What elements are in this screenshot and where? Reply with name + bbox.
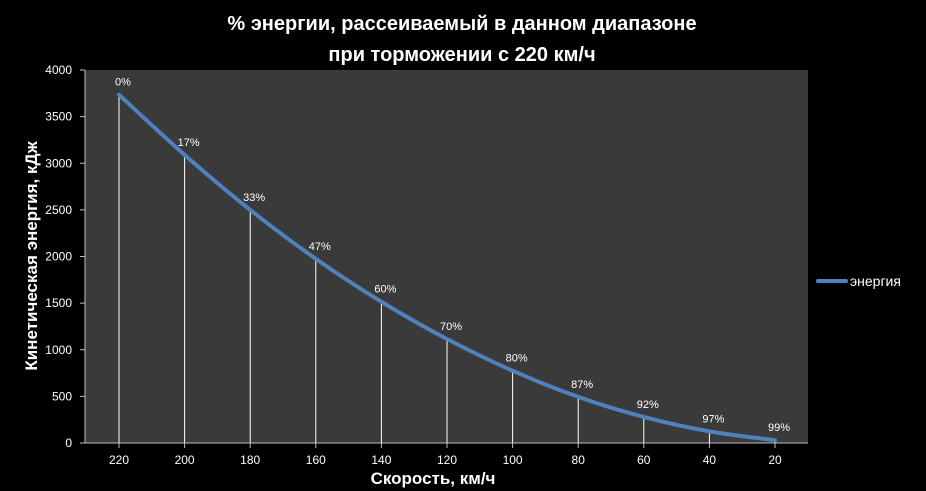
y-tick-label: 3500 bbox=[45, 110, 72, 124]
data-label: 97% bbox=[702, 413, 724, 425]
x-tick-label: 80 bbox=[572, 453, 586, 467]
x-tick-label: 120 bbox=[437, 453, 457, 467]
y-tick-label: 500 bbox=[52, 389, 72, 403]
data-label: 70% bbox=[440, 321, 462, 333]
y-tick-label: 1000 bbox=[45, 343, 72, 357]
x-axis-title: Скорость, км/ч bbox=[371, 469, 496, 488]
legend: энергия bbox=[816, 273, 901, 289]
data-label: 60% bbox=[374, 284, 396, 296]
y-tick-label: 1500 bbox=[45, 296, 72, 310]
x-axis-ticks: 220 200 180 160 140 120 100 80 60 40 20 bbox=[109, 443, 782, 467]
y-axis-ticks: 0 500 1000 1500 2000 2500 3000 3500 4000 bbox=[45, 63, 85, 450]
drop-lines bbox=[118, 94, 776, 443]
data-label: 17% bbox=[178, 137, 200, 149]
legend-label: энергия bbox=[850, 273, 901, 289]
data-label: 92% bbox=[637, 399, 659, 411]
y-tick-label: 4000 bbox=[45, 63, 72, 77]
y-tick-label: 2500 bbox=[45, 203, 72, 217]
series-layer bbox=[117, 92, 777, 443]
x-tick-label: 140 bbox=[371, 453, 391, 467]
data-label: 33% bbox=[243, 192, 265, 204]
data-label: 0% bbox=[115, 77, 131, 89]
x-tick-label: 160 bbox=[306, 453, 326, 467]
x-tick-label: 20 bbox=[768, 453, 782, 467]
series-line-energy bbox=[117, 92, 777, 443]
y-tick-label: 3000 bbox=[45, 156, 72, 170]
data-labels: 0% 17% 33% 47% 60% 70% 80% 87% 92% 97% 99% bbox=[115, 77, 790, 434]
x-tick-label: 100 bbox=[503, 453, 523, 467]
x-tick-label: 60 bbox=[637, 453, 651, 467]
data-label: 80% bbox=[506, 353, 528, 365]
x-tick-label: 200 bbox=[175, 453, 195, 467]
y-tick-label: 0 bbox=[65, 436, 72, 450]
x-tick-label: 180 bbox=[240, 453, 260, 467]
x-tick-label: 40 bbox=[703, 453, 717, 467]
x-tick-label: 220 bbox=[109, 453, 129, 467]
data-label: 87% bbox=[571, 379, 593, 391]
chart-title-line-1: % энергии, рассеиваемый в данном диапазо… bbox=[227, 13, 696, 35]
data-label: 99% bbox=[768, 422, 790, 434]
y-axis-title: Кинетическая энергия, кДж bbox=[22, 140, 41, 370]
chart-title-line-2: при торможении с 220 км/ч bbox=[328, 44, 595, 66]
data-label: 47% bbox=[309, 241, 331, 253]
y-tick-label: 2000 bbox=[45, 250, 72, 264]
